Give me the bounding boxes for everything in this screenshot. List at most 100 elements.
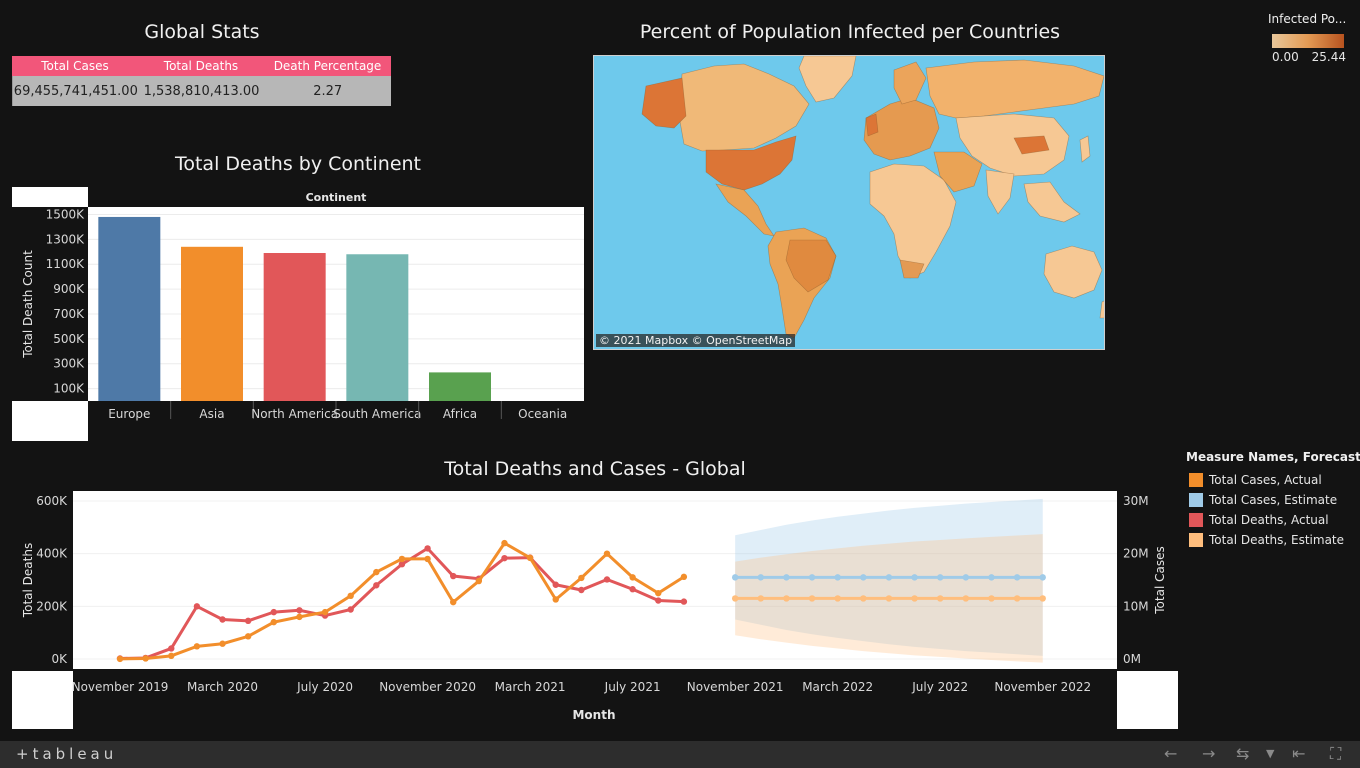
map-credit[interactable]: © 2021 Mapbox © OpenStreetMap xyxy=(596,334,796,347)
line-ytick-right: 0M xyxy=(1123,652,1141,666)
cases-actual-point xyxy=(450,598,457,606)
value-death-percentage[interactable]: 2.27 xyxy=(313,83,343,99)
world-map-svg xyxy=(641,56,1104,339)
line-chart-title: Total Deaths and Cases - Global xyxy=(444,458,746,480)
bar-category-label: Oceania xyxy=(518,407,567,421)
measure-legend-title: Measure Names, Forecast ... xyxy=(1186,450,1360,464)
deaths-estimate-point xyxy=(834,595,841,602)
bar-ytick-label: 1500K xyxy=(46,207,86,221)
header-total-deaths[interactable]: Total Deaths xyxy=(163,59,239,73)
bar-south-america xyxy=(346,254,409,401)
line-xtick-label: November 2021 xyxy=(687,680,784,694)
line-xlabel: Month xyxy=(572,708,615,722)
undo-icon[interactable]: ← xyxy=(1164,744,1178,763)
bar-chart-svg: Continent 1500K 1300K 1100K 900K 700K 500K 300K… xyxy=(21,191,584,421)
infected-legend[interactable]: Infected Po... 0.00 25.44 xyxy=(1262,12,1352,72)
bar-ytick-label: 1100K xyxy=(46,257,86,271)
deaths-actual-point xyxy=(655,597,662,604)
deaths-actual-point xyxy=(629,586,636,593)
value-total-deaths[interactable]: 1,538,810,413.00 xyxy=(143,83,260,99)
legend-label: Total Deaths, Estimate xyxy=(1209,533,1345,547)
measure-legend[interactable]: Measure Names, Forecast ... Total Cases,… xyxy=(1186,450,1360,550)
line-ytick-left: 200K xyxy=(36,599,68,613)
cases-actual-point xyxy=(219,640,226,647)
cases-estimate-point xyxy=(988,574,995,581)
map-mexico xyxy=(715,183,775,237)
deaths-estimate-point xyxy=(988,595,995,602)
cases-actual-point xyxy=(193,643,201,650)
deaths-estimate-point xyxy=(731,595,739,602)
line-chart-svg: 600K 400K 200K 0K 30M 20M 10M 0M Total Deaths Tot… xyxy=(12,491,1178,729)
world-map[interactable]: © 2021 Mapbox © OpenStreetMap xyxy=(593,55,1105,350)
cases-actual-point xyxy=(347,592,354,599)
legend-item[interactable]: Total Cases, Actual xyxy=(1186,470,1354,490)
header-total-cases[interactable]: Total Cases xyxy=(41,59,109,73)
global-stats-title: Global Stats xyxy=(144,21,260,43)
deaths-estimate-point xyxy=(911,595,918,602)
line-ytick-right: 10M xyxy=(1123,599,1149,613)
legend-item[interactable]: Total Deaths, Actual xyxy=(1186,510,1354,530)
cases-actual-point xyxy=(116,655,124,663)
cases-estimate-point xyxy=(783,574,790,581)
bar-ytick-label: 1300K xyxy=(46,232,86,246)
legend-item[interactable]: Total Cases, Estimate xyxy=(1186,490,1354,510)
infected-legend-min: 0.00 xyxy=(1272,50,1299,64)
deaths-estimate-point xyxy=(860,595,867,602)
line-xtick-label: July 2021 xyxy=(604,680,661,694)
bar-ytick-label: 700K xyxy=(53,307,85,321)
map-asia xyxy=(955,113,1070,177)
header-death-percentage[interactable]: Death Percentage xyxy=(273,59,382,73)
bar-corner-bottom xyxy=(12,401,88,441)
cases-estimate-point xyxy=(757,574,764,581)
deaths-actual-point xyxy=(501,554,508,562)
reset-icon[interactable]: ⇤ xyxy=(1292,744,1306,763)
deaths-actual-point xyxy=(424,545,431,552)
deaths-estimate-point xyxy=(885,595,893,602)
cases-actual-point xyxy=(501,539,508,547)
cases-actual-point xyxy=(270,618,277,626)
line-xtick-label: March 2021 xyxy=(495,680,566,694)
cases-actual-point xyxy=(680,573,688,581)
line-xtick-label: March 2020 xyxy=(187,680,258,694)
tableau-logo[interactable]: +tableau xyxy=(16,745,118,763)
deaths-by-continent-chart[interactable]: Continent 1500K 1300K 1100K 900K 700K 500K 300K… xyxy=(12,187,584,441)
map-usa xyxy=(705,135,797,191)
deaths-estimate-point xyxy=(808,595,816,602)
bar-category-label: Europe xyxy=(108,407,150,421)
cases-estimate-point xyxy=(731,574,739,581)
chevron-down-icon[interactable]: ▼ xyxy=(1266,747,1275,760)
bar-corner-top xyxy=(12,187,88,207)
cases-actual-point xyxy=(629,574,636,581)
legend-swatch xyxy=(1189,513,1203,527)
line-xtick-label: July 2020 xyxy=(296,680,353,694)
cases-actual-point xyxy=(321,608,329,616)
map-japan xyxy=(1079,135,1091,163)
legend-label: Total Cases, Actual xyxy=(1209,473,1322,487)
legend-item[interactable]: Total Deaths, Estimate xyxy=(1186,530,1354,550)
map-canada xyxy=(678,63,810,152)
cases-estimate-point xyxy=(885,574,893,581)
cases-actual-point xyxy=(475,577,483,585)
deaths-and-cases-chart[interactable]: 600K 400K 200K 0K 30M 20M 10M 0M Total Deaths Tot… xyxy=(12,491,1178,729)
value-total-cases[interactable]: 69,455,741,451.00 xyxy=(13,83,138,99)
cases-estimate-point xyxy=(937,574,944,581)
cases-actual-point xyxy=(168,652,175,660)
cases-actual-point xyxy=(296,613,303,621)
line-xtick-label: November 2022 xyxy=(994,680,1091,694)
fullscreen-icon[interactable]: ⛶ xyxy=(1330,744,1342,763)
cases-actual-point xyxy=(424,555,431,563)
line-ytick-right: 20M xyxy=(1123,547,1149,561)
deaths-actual-point xyxy=(347,606,354,613)
bar-chart-title: Total Deaths by Continent xyxy=(174,153,422,175)
revert-icon[interactable]: ⇆ xyxy=(1236,744,1250,763)
bar-ytick-label: 100K xyxy=(53,382,85,396)
cases-actual-point xyxy=(526,554,534,562)
map-uk xyxy=(865,113,879,137)
cases-estimate-point xyxy=(962,574,970,581)
map-scandinavia xyxy=(893,61,927,105)
cases-estimate-point xyxy=(1039,574,1046,581)
deaths-actual-point xyxy=(296,607,303,614)
map-middle-east xyxy=(933,151,983,193)
deaths-estimate-point xyxy=(1039,595,1046,602)
redo-icon[interactable]: → xyxy=(1202,744,1216,763)
